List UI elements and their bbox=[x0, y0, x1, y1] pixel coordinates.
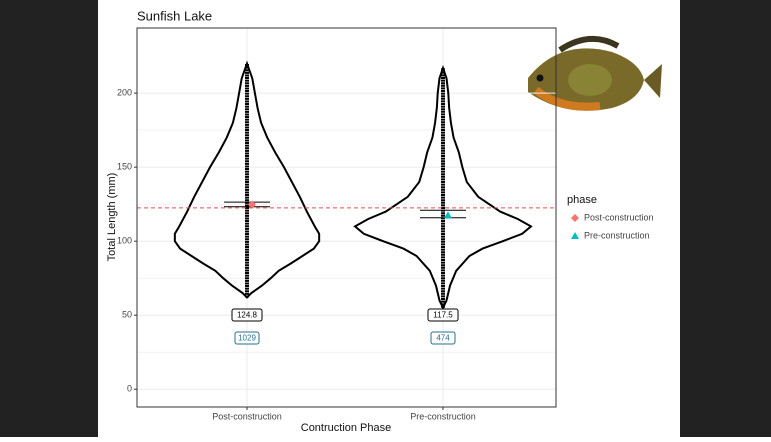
mean-label: 117.5 bbox=[433, 311, 453, 320]
y-tick-label: 200 bbox=[117, 88, 132, 98]
mean-marker bbox=[444, 211, 452, 219]
legend-marker bbox=[571, 214, 579, 222]
legend-label: Post-construction bbox=[584, 212, 654, 222]
fish-illustration bbox=[528, 35, 662, 111]
x-axis-title: Contruction Phase bbox=[301, 422, 392, 434]
count-label-box bbox=[234, 331, 260, 345]
panel-border bbox=[136, 27, 557, 408]
y-tick-label: 150 bbox=[117, 162, 132, 172]
violin bbox=[173, 60, 321, 299]
right-border bbox=[680, 0, 771, 437]
y-axis-title: Total Length (mm) bbox=[106, 173, 118, 262]
chart-title: Sunfish Lake bbox=[137, 8, 212, 23]
count-label: 1029 bbox=[238, 334, 256, 343]
mean-label-box bbox=[231, 308, 263, 322]
mean-label-box bbox=[427, 308, 459, 322]
mean-label: 124.8 bbox=[237, 311, 258, 320]
legend-title: phase bbox=[567, 194, 597, 206]
legend-marker bbox=[571, 232, 579, 239]
x-tick-label: Post-construction bbox=[212, 411, 282, 421]
y-tick-label: 100 bbox=[117, 236, 132, 246]
count-label-box bbox=[430, 331, 456, 345]
count-label: 474 bbox=[436, 334, 450, 343]
left-border bbox=[0, 0, 98, 437]
y-tick-label: 50 bbox=[122, 310, 132, 320]
y-tick-label: 0 bbox=[127, 384, 132, 394]
mean-marker bbox=[248, 200, 256, 209]
x-tick-label: Pre-construction bbox=[410, 411, 476, 421]
legend-label: Pre-construction bbox=[584, 230, 650, 240]
